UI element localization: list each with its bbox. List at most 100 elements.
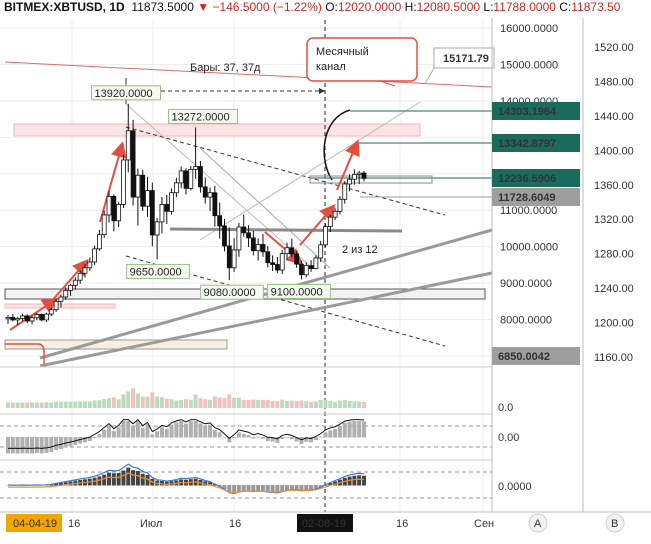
candle-body: [10, 316, 16, 321]
volume-bar: [333, 401, 338, 408]
volume-bar: [97, 400, 102, 408]
momentum-bar: [188, 421, 193, 438]
momentum-bar: [58, 437, 63, 449]
candle-body: [226, 245, 232, 269]
volume-bar: [357, 401, 362, 408]
macd-bar: [208, 482, 213, 486]
close-value: 11873.50: [571, 0, 621, 14]
macd-bar: [309, 485, 314, 490]
volume-bar: [155, 396, 160, 408]
scale-button-b[interactable]: [605, 513, 625, 533]
candle-body: [149, 190, 155, 236]
candle-body: [53, 300, 59, 311]
momentum-bar: [294, 437, 299, 442]
momentum-bar: [280, 437, 285, 440]
momentum-bar: [39, 437, 44, 454]
chart-header: BITMEX:XBTUSD, 1D 11873.5000 ▼ −146.5000…: [4, 0, 620, 16]
candle-body: [145, 190, 150, 207]
candle-body: [265, 251, 271, 264]
candle-body: [5, 316, 11, 320]
callout-box: [306, 37, 418, 82]
volume-bar: [184, 399, 188, 408]
momentum-bar: [97, 434, 102, 438]
price-label: 6850.0042: [498, 351, 550, 363]
macd-bar: [285, 485, 290, 490]
red-arrow-2: [49, 258, 89, 304]
volume-bar: [347, 400, 352, 408]
y-right-tick-label: 1160.00: [594, 352, 633, 364]
volume-bar: [164, 398, 169, 408]
candle-body: [77, 272, 83, 281]
momentum-bar: [116, 427, 121, 438]
momentum-bar: [155, 431, 160, 438]
price-label: 13342.8797: [498, 138, 556, 150]
volume-bar: [313, 401, 318, 408]
momentum-bar: [164, 428, 169, 438]
candle-body: [82, 267, 88, 274]
macd-bar: [357, 475, 362, 486]
candle-body: [318, 244, 324, 259]
volume-bar: [294, 400, 299, 408]
momentum-bar: [82, 437, 87, 443]
candle-body: [29, 317, 35, 322]
momentum-bar: [323, 432, 328, 438]
scale-buttons: A B: [528, 513, 625, 533]
macd-bar: [107, 472, 112, 486]
x-tick-16b: 16: [229, 518, 241, 530]
callout-text: Месячный: [316, 46, 369, 58]
momentum-bar: [236, 432, 241, 438]
volume-bar: [352, 401, 357, 408]
volume-bar: [212, 396, 217, 408]
level-label-box: [126, 263, 190, 279]
candle-body: [121, 159, 126, 205]
macd-bar: [131, 470, 136, 486]
momentum-bar: [337, 426, 342, 438]
macd-bar: [121, 470, 126, 486]
red-arrow-4: [264, 231, 304, 265]
scale-button-a[interactable]: [528, 513, 548, 533]
momentum-bar: [92, 437, 97, 438]
candle-body: [279, 253, 285, 271]
channel-line-2: [39, 271, 493, 368]
macd-bar: [256, 485, 261, 491]
candle-body: [313, 257, 319, 269]
callout-text-2: канал: [316, 61, 346, 73]
volume-bar: [174, 400, 179, 408]
volume-bar: [82, 401, 87, 408]
volume-bar: [126, 391, 131, 408]
y-right-tick-label: 1240.00: [594, 283, 634, 295]
candle-body: [140, 174, 146, 207]
candle-body: [24, 315, 30, 322]
price-label: 11728.6049: [498, 192, 556, 204]
macd-bar: [251, 485, 256, 491]
low-label: L:: [483, 0, 494, 14]
momentum-bar: [169, 424, 174, 438]
annotations: 13920.0000 13272.0000 9650.0000 9080.0000 91…: [91, 85, 331, 300]
level-label: 9080.0000: [204, 287, 256, 299]
volume-bar: [6, 402, 10, 408]
momentum-bar: [10, 437, 15, 454]
volume-bar: [92, 400, 97, 408]
macd-bar: [280, 485, 285, 492]
candle-body: [159, 203, 165, 223]
momentum-bar: [179, 421, 184, 438]
volume-bar: [116, 399, 121, 408]
fan-line-1: [199, 147, 331, 269]
macd-bar: [241, 485, 246, 491]
volume-bar: [275, 401, 280, 408]
macd-bar: [333, 481, 338, 486]
volume-bar: [78, 401, 83, 408]
candle-body: [106, 195, 112, 216]
red-arrow-6: [336, 139, 360, 191]
signal-line: [7, 472, 365, 494]
level-label-box: [200, 284, 264, 300]
bars-note: Бары: 37, 37д: [190, 62, 261, 74]
candle-body: [173, 182, 179, 194]
date-badge-left: [6, 514, 62, 532]
momentum-bar: [135, 421, 140, 438]
candle-body: [193, 166, 199, 170]
momentum-bar: [313, 437, 318, 441]
price-label: 12236.5906: [498, 173, 556, 185]
momentum-bar: [251, 437, 256, 439]
